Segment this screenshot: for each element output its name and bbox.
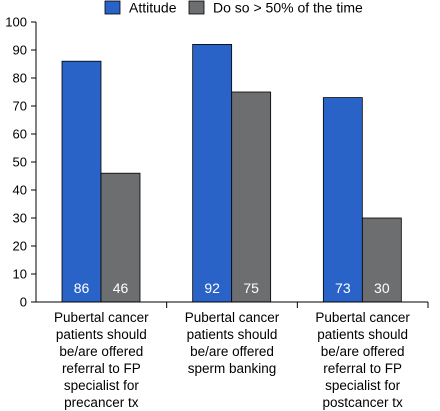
y-tick-label: 40 (13, 183, 27, 198)
x-category-label-line: patients should (56, 327, 147, 342)
x-category-label-line: referral to FP (323, 361, 402, 376)
x-category-label-line: Pubertal cancer (54, 310, 149, 325)
y-tick-label: 90 (13, 43, 27, 58)
data-label: 75 (243, 280, 259, 296)
legend-label-attitude: Attitude (129, 0, 177, 16)
x-category-label-line: precancer tx (64, 395, 139, 410)
x-category-label-line: be/are offered (190, 344, 274, 359)
x-category-label: Pubertal cancer patients should be/are off… (54, 310, 149, 410)
data-label: 30 (374, 280, 390, 296)
bar-do-so-1 (100, 172, 141, 303)
y-tick-label: 80 (13, 71, 27, 86)
data-label: 73 (335, 280, 351, 296)
x-category-label-line: specialist for (325, 378, 401, 393)
bar-do-so-3 (361, 217, 402, 303)
x-category-label-line: postcancer tx (323, 395, 404, 410)
y-tick-label: 0 (20, 295, 27, 310)
x-category-label-line: patients should (187, 327, 278, 342)
x-category-label-line: specialist for (64, 378, 140, 393)
bar-attitude-2 (192, 44, 233, 303)
y-axis: 0 10 20 30 40 50 60 70 80 90 100 (5, 15, 37, 310)
y-tick-label: 100 (5, 15, 27, 30)
legend-swatch-attitude (104, 0, 121, 15)
data-label: 46 (113, 280, 129, 296)
data-label: 86 (74, 280, 90, 296)
legend-label-do-so: Do so > 50% of the time (213, 0, 363, 16)
x-category-label-line: patients should (317, 327, 408, 342)
x-category-label: Pubertal cancer patients should be/are off… (315, 310, 410, 410)
x-category-label-line: be/are offered (59, 344, 143, 359)
y-tick-label: 30 (13, 211, 27, 226)
bar-attitude-3 (322, 97, 363, 303)
legend: Attitude Do so > 50% of the time (104, 0, 363, 16)
bar-do-so-2 (231, 91, 272, 303)
y-tick-label: 20 (13, 239, 27, 254)
x-axis: Pubertal cancer patients should be/are off… (36, 301, 429, 410)
x-category-label-line: be/are offered (321, 344, 405, 359)
y-tick-label: 10 (13, 267, 27, 282)
bars: 86 46 92 75 73 30 (61, 44, 402, 303)
x-category-label-line: Pubertal cancer (315, 310, 410, 325)
y-tick-label: 60 (13, 127, 27, 142)
bar-attitude-1 (61, 60, 102, 303)
y-tick-label: 70 (13, 99, 27, 114)
y-tick-label: 50 (13, 155, 27, 170)
data-label: 92 (204, 280, 220, 296)
x-category-label-line: referral to FP (62, 361, 141, 376)
x-category-label: Pubertal cancer patients should be/are off… (185, 310, 280, 376)
x-category-label-line: sperm banking (188, 361, 277, 376)
legend-swatch-do-so (188, 0, 205, 15)
x-category-label-line: Pubertal cancer (185, 310, 280, 325)
